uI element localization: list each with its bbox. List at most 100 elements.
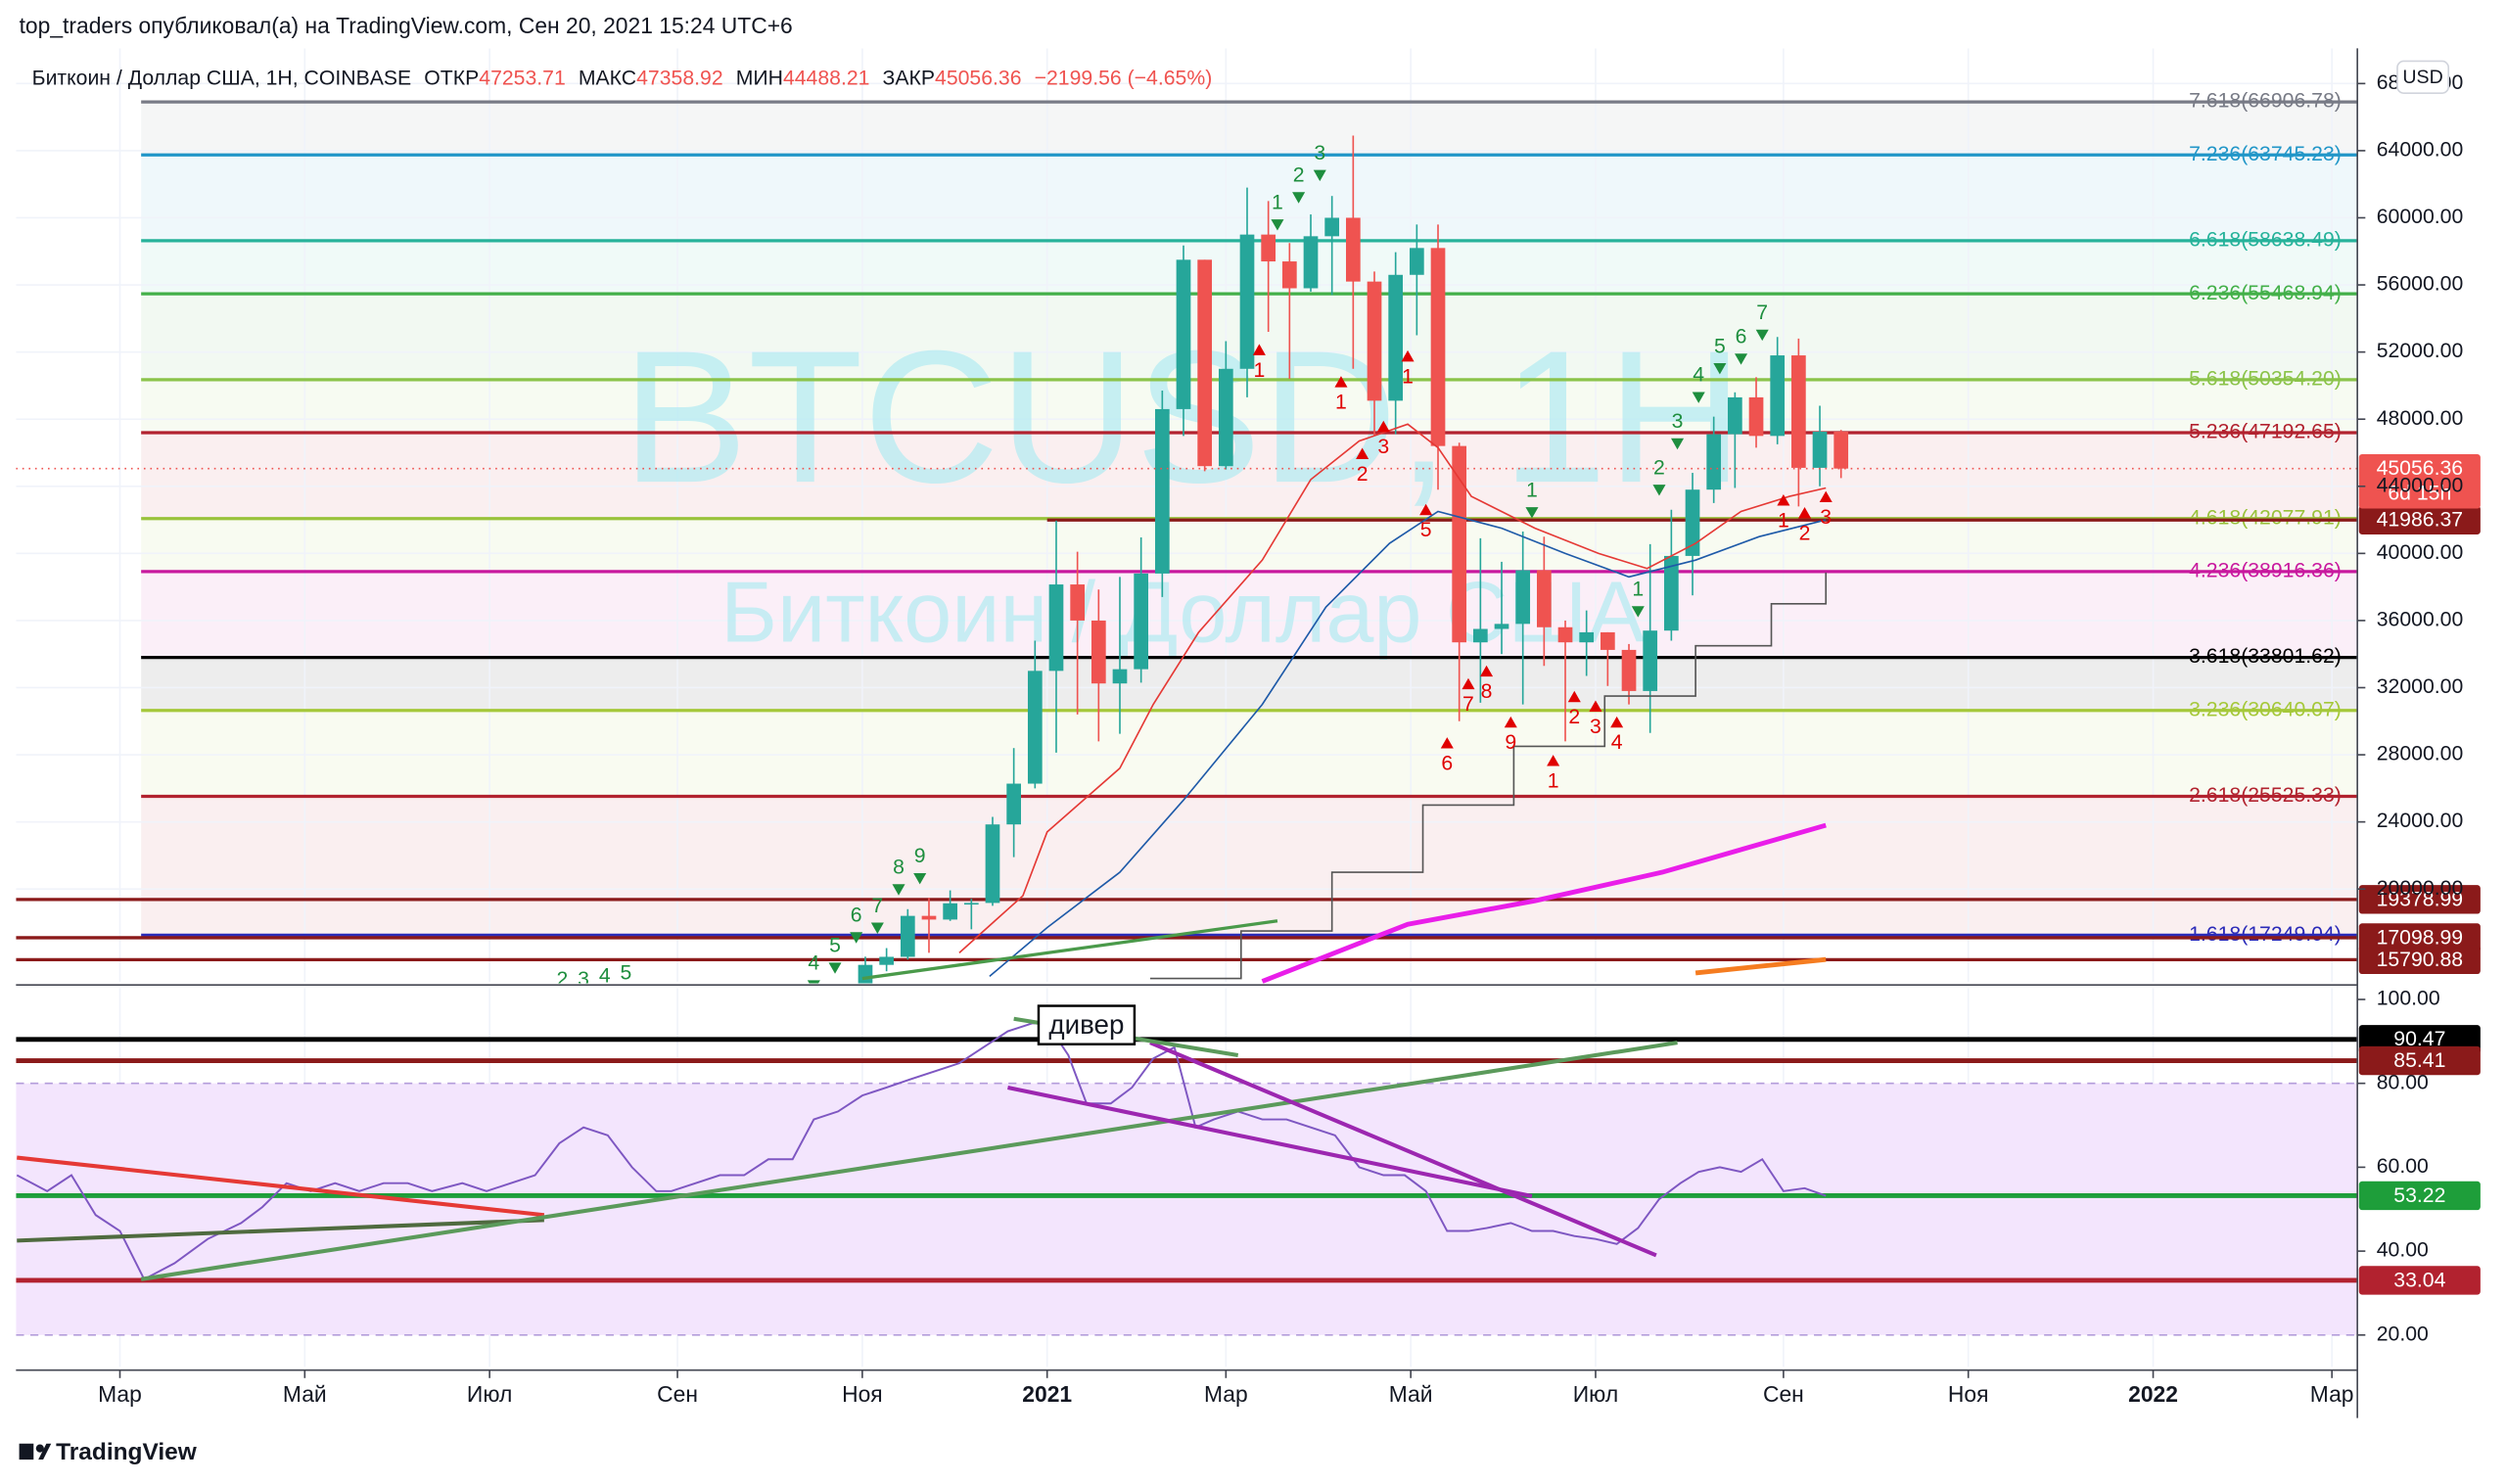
td-count: 3 — [1314, 142, 1325, 164]
price-tag — [2358, 885, 2481, 914]
td-arrow — [1356, 447, 1369, 459]
td-count: 4 — [1611, 731, 1623, 754]
td-count: 8 — [893, 857, 905, 879]
price-tag — [2358, 923, 2481, 952]
fib-label: 5.236(47192.65) — [2189, 421, 2342, 443]
x-tick-label: Ноя — [1948, 1381, 1989, 1407]
td-count: 7 — [1756, 301, 1768, 324]
rsi-trendline — [1149, 1041, 1657, 1258]
rsi-tick-label: 80.00 — [2377, 1071, 2429, 1093]
publish-header: top_traders опубликовал(а) на TradingVie… — [20, 13, 793, 38]
main-background — [16, 48, 2358, 982]
td-count: 4 — [1693, 364, 1704, 387]
candle-body — [1048, 584, 1064, 672]
price-tag-label: 15790.88 — [2377, 949, 2464, 971]
currency-badge[interactable] — [2396, 60, 2450, 94]
td-count: 2 — [557, 968, 569, 991]
td-count: 4 — [599, 965, 611, 988]
td-count: 6 — [1736, 325, 1747, 348]
td-arrow — [850, 932, 863, 944]
fib-band — [141, 155, 2358, 241]
candle-body — [1070, 584, 1086, 621]
candle-body — [1324, 217, 1340, 237]
candle-body — [1537, 570, 1552, 627]
td-arrow — [870, 922, 884, 934]
candle-body — [1388, 274, 1404, 401]
frame — [16, 48, 2358, 1418]
annotation-label: дивер — [1048, 1009, 1124, 1040]
logo-mark — [19, 1443, 34, 1461]
fib-band — [141, 433, 2358, 519]
td-arrow — [1271, 219, 1284, 231]
candle-body — [1791, 355, 1806, 468]
td-arrow — [1777, 494, 1790, 506]
candle-body — [1303, 236, 1319, 289]
td-arrow — [1480, 665, 1494, 677]
candle-body — [1728, 396, 1742, 435]
rsi-trendline — [17, 1218, 544, 1243]
candle-body — [795, 1032, 810, 1034]
td-arrow — [556, 997, 569, 1007]
legend-label: МИН — [736, 67, 783, 89]
td-count: 1 — [1335, 392, 1347, 414]
main-plot: 7.618(66906.78) 7.236(63745.23) 6.618(5863… — [16, 90, 2358, 1034]
currency-label: USD — [2402, 67, 2442, 88]
price-tag-label: 41986.37 — [2377, 509, 2464, 532]
td-count: 1 — [1548, 769, 1559, 792]
td-arrow — [807, 980, 820, 984]
fib-label: 1.618(17249.04) — [2189, 923, 2342, 946]
candle-body — [1027, 671, 1043, 784]
fib-label: 5.618(50354.20) — [2189, 367, 2342, 390]
td-arrow — [1631, 606, 1645, 618]
candle-body — [985, 824, 1000, 904]
td-arrow — [620, 990, 632, 1000]
y-tick-label: 52000.00 — [2377, 340, 2464, 362]
x-tick-label: Май — [283, 1381, 327, 1407]
y-tick-label: 20000.00 — [2377, 877, 2464, 900]
td-arrow — [1401, 349, 1415, 362]
price-tag-label: 33.04 — [2393, 1269, 2445, 1291]
td-count: 1 — [1402, 365, 1414, 388]
fib-band — [141, 796, 2358, 936]
candle-body — [1154, 408, 1170, 574]
td-count: 1 — [1272, 191, 1283, 213]
annotation-box — [1037, 1004, 1137, 1045]
legend-change: −2199.56 (−4.65%) — [1035, 67, 1213, 89]
td-count: 5 — [1714, 335, 1726, 357]
td-count: 2 — [1653, 456, 1665, 479]
x-tick-label: 2021 — [1022, 1381, 1072, 1407]
td-arrow — [1652, 485, 1666, 496]
price-tag — [2358, 453, 2481, 509]
x-tick-label: Июл — [467, 1381, 512, 1407]
y-tick-label: 24000.00 — [2377, 810, 2464, 832]
countdown-label: 6d 15h — [2388, 482, 2451, 504]
rsi-band — [16, 1083, 2358, 1335]
td-arrow — [892, 884, 905, 896]
candle-body — [837, 993, 852, 1005]
candle-body — [1239, 234, 1255, 369]
td-count: 3 — [1820, 506, 1832, 529]
y-tick-label: 48000.00 — [2377, 407, 2464, 430]
candle-body — [1557, 626, 1573, 643]
moving-average — [958, 423, 1827, 953]
symbol-legend: Биткоин / Доллар США, 1H, COINBASE ОТКР47… — [32, 67, 1213, 89]
candle-body — [1770, 355, 1786, 437]
td-count: 2 — [1293, 164, 1305, 187]
td-arrow — [1755, 329, 1769, 342]
td-arrow — [828, 962, 842, 974]
candle-body — [1345, 217, 1361, 282]
moving-average — [989, 510, 1827, 977]
candle-body — [1134, 573, 1149, 670]
td-arrow — [1589, 700, 1602, 712]
fib-label: 7.618(66906.78) — [2189, 90, 2342, 113]
td-count: 4 — [808, 952, 819, 975]
candle-body — [1685, 489, 1700, 556]
fib-label: 7.236(63745.23) — [2189, 143, 2342, 165]
candle-body — [879, 956, 894, 965]
candle-body — [1281, 261, 1297, 289]
candle-body — [1621, 649, 1637, 691]
td-count: 5 — [1420, 519, 1432, 541]
